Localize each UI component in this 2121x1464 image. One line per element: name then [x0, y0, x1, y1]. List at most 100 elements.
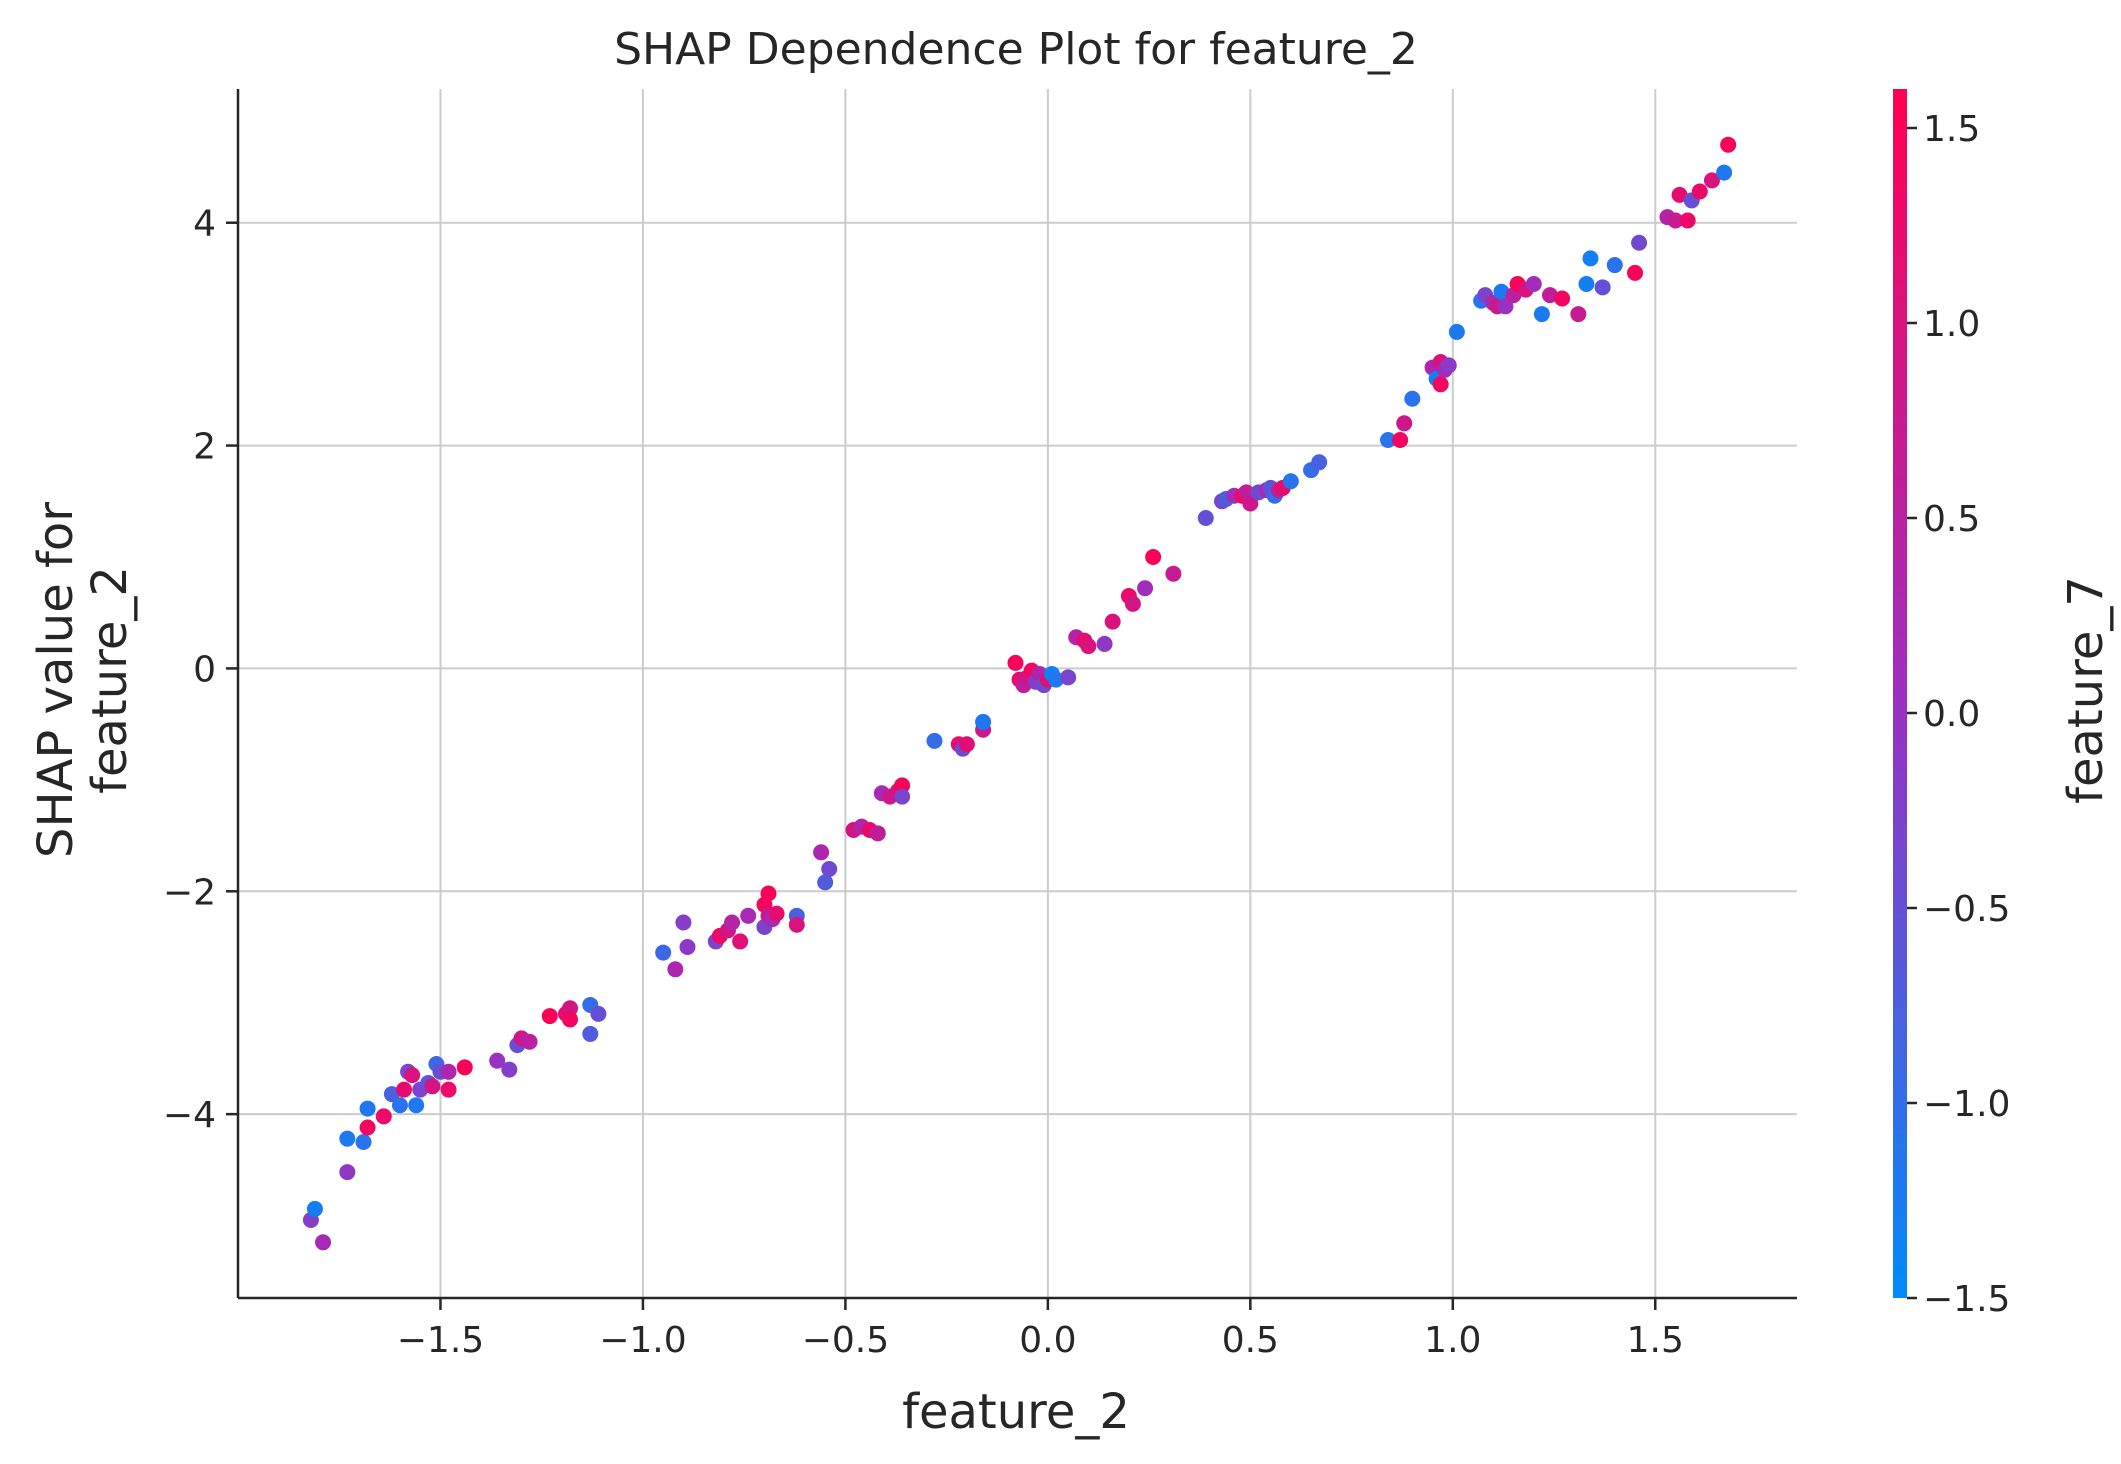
colorbar: 1.5 1.0 0.5 0.0 −0.5 −1.0 −1.5: [1893, 89, 2010, 1320]
colorbar-tick-label: −1.5: [1923, 1279, 2010, 1320]
scatter-point: [521, 1033, 538, 1050]
scatter-point: [489, 1052, 506, 1069]
scatter-point: [1440, 357, 1457, 374]
scatter-point: [1720, 136, 1737, 153]
scatter-point: [1671, 186, 1688, 203]
scatter-point: [339, 1130, 356, 1147]
scatter-point: [813, 844, 830, 861]
scatter-point: [1578, 276, 1595, 292]
scatter-point: [1716, 164, 1733, 181]
scatter-point: [732, 933, 749, 950]
scatter-point: [562, 1011, 579, 1028]
scatter-point: [1497, 298, 1514, 315]
scatter-point: [541, 1008, 558, 1025]
colorbar-tick-label: 1.0: [1923, 304, 1980, 345]
scatter-point: [315, 1234, 332, 1251]
y-axis-label: SHAP value for feature_2: [28, 502, 138, 858]
scatter-point: [667, 961, 684, 978]
scatter-point: [1627, 264, 1644, 281]
colorbar-tick-label: 0.5: [1923, 499, 1980, 540]
scatter-point: [1124, 595, 1141, 612]
scatter-point: [424, 1078, 441, 1095]
scatter-point: [359, 1100, 376, 1117]
y-tick-label: 2: [193, 427, 216, 468]
scatter-point: [1047, 671, 1064, 688]
scatter-point: [1104, 613, 1121, 630]
scatter-point: [1242, 495, 1259, 512]
scatter-point: [724, 914, 741, 931]
scatter-point: [1165, 565, 1182, 582]
scatter-point: [1404, 390, 1421, 407]
scatter-point: [1007, 654, 1024, 671]
scatter-point: [1432, 376, 1449, 393]
scatter-point: [1493, 283, 1510, 300]
scatter-point: [1380, 432, 1397, 448]
scatter-point: [675, 914, 692, 931]
scatter-point: [339, 1164, 356, 1181]
scatter-point: [391, 1097, 408, 1114]
scatter-point: [1311, 454, 1328, 471]
scatter-points: [302, 136, 1737, 1251]
scatter-point: [740, 907, 757, 924]
scatter-point: [817, 874, 834, 891]
x-tick-label: −1.5: [397, 1320, 484, 1361]
scatter-point: [1554, 290, 1571, 307]
y-tick-label: 0: [193, 649, 216, 690]
scatter-point: [1096, 635, 1113, 652]
scatter-point: [1667, 212, 1684, 229]
scatter-point: [1396, 415, 1413, 432]
scatter-point: [582, 1025, 599, 1042]
colorbar-tick-label: −1.0: [1923, 1084, 2010, 1125]
scatter-point: [1631, 234, 1648, 251]
x-tick-label: −0.5: [802, 1320, 889, 1361]
scatter-point: [1060, 669, 1077, 686]
scatter-point: [894, 777, 911, 794]
scatter-point: [383, 1086, 400, 1103]
colorbar-tick-label: 1.5: [1923, 109, 1980, 150]
scatter-point: [306, 1200, 323, 1217]
scatter-point: [456, 1059, 473, 1076]
scatter-point: [1691, 183, 1708, 200]
scatter-point: [1594, 279, 1611, 296]
scatter-point: [760, 885, 777, 902]
scatter-point: [1582, 250, 1599, 267]
scatter-point: [894, 788, 911, 805]
scatter-point: [440, 1063, 457, 1080]
scatter-point: [869, 825, 886, 842]
scatter-point: [975, 713, 992, 730]
scatter-point: [1145, 549, 1162, 565]
scatter-point: [404, 1067, 421, 1084]
colorbar-gradient: [1893, 89, 1907, 1298]
x-tick-label: 1.5: [1627, 1320, 1684, 1361]
scatter-point: [1448, 323, 1465, 340]
scatter-point: [1525, 276, 1542, 292]
scatter-point: [1137, 580, 1154, 597]
scatter-point: [768, 905, 785, 922]
x-tick-label: −1.0: [599, 1320, 686, 1361]
scatter-point: [562, 1000, 579, 1017]
scatter-point: [1080, 638, 1097, 655]
scatter-point: [408, 1097, 425, 1114]
scatter-point: [590, 1005, 607, 1022]
grid-lines: [238, 89, 1797, 1298]
scatter-point: [1679, 212, 1696, 229]
scatter-point: [1541, 287, 1558, 304]
x-tick-label: 0.5: [1222, 1320, 1279, 1361]
scatter-point: [1533, 306, 1550, 323]
axes: −1.5 −1.0 −0.5 0.0 0.5 1.0 1.5 −4 −2 0 2 4: [163, 89, 1797, 1361]
y-axis-label-line-2: feature_2: [82, 566, 138, 794]
scatter-point: [788, 916, 805, 933]
colorbar-label: feature_7: [2058, 576, 2114, 804]
scatter-point: [1703, 172, 1720, 189]
scatter-point: [958, 736, 975, 753]
y-tick-label: −4: [163, 1095, 216, 1136]
scatter-point: [359, 1119, 376, 1136]
scatter-point: [926, 732, 943, 749]
colorbar-tick-label: 0.0: [1923, 694, 1980, 735]
scatter-point: [355, 1134, 372, 1150]
colorbar-tick-label: −0.5: [1923, 889, 2010, 930]
scatter-point: [679, 939, 696, 955]
x-tick-label: 1.0: [1424, 1320, 1481, 1361]
scatter-point: [1197, 510, 1214, 526]
y-axis-label-line-1: SHAP value for: [28, 502, 84, 858]
